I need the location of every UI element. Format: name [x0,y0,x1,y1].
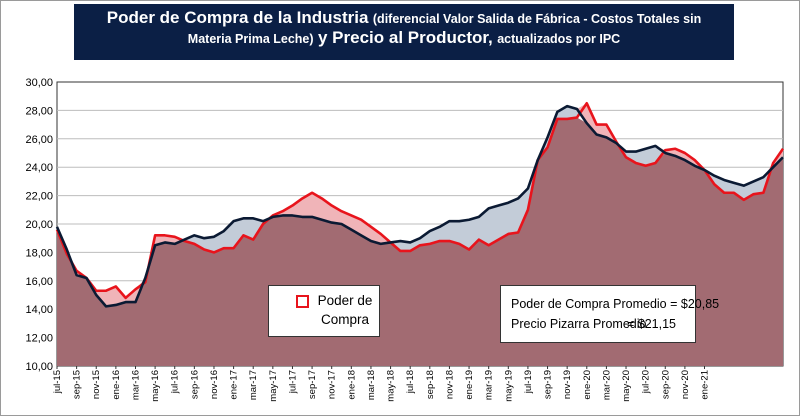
x-tick-label: may-19 [503,370,514,402]
x-tick-label: mar-16 [130,370,141,400]
y-tick-label: 12,00 [25,333,53,345]
y-tick-label: 22,00 [25,191,53,203]
x-tick-label: may-17 [268,370,279,402]
x-tick-label: mar-20 [601,370,612,400]
x-tick-label: sep-17 [307,370,318,399]
y-tick-label: 26,00 [25,134,53,146]
x-tick-label: jul-19 [523,370,534,394]
y-tick-label: 30,00 [25,77,53,89]
x-tick-label: sep-19 [543,370,554,399]
x-tick-label: mar-19 [484,370,495,400]
note-value-poder: $20,85 [680,297,720,311]
y-axis-ticks: 10,00 12,00 14,00 16,00 18,00 20,00 22,00 24,00… [25,77,53,373]
x-tick-label: sep-18 [425,370,436,399]
y-tick-label: 10,00 [25,361,53,373]
legend-swatch-poder-de-compra [296,295,309,308]
x-tick-label: nov-15 [91,370,102,399]
x-tick-label: sep-20 [660,370,671,399]
x-tick-label: jul-20 [641,370,652,394]
x-tick-label: nov-20 [680,370,691,399]
x-tick-label: mar-18 [366,370,377,400]
x-tick-label: may-18 [386,370,397,402]
x-tick-label: ene-17 [229,370,240,400]
x-tick-label: nov-17 [327,370,338,399]
x-axis-ticks: jul-15 sep-15 nov-15 ene-16 mar-16 may-16 jul-… [52,366,711,402]
title-part2: (diferencial Valor Salida de Fábrica - C… [372,12,702,26]
series-line-precio-pizarra [55,104,784,308]
y-tick-label: 28,00 [25,105,53,117]
legend-label: Poder de Compra [317,293,373,327]
x-tick-label: jul-18 [405,370,416,394]
x-tick-label: jul-16 [170,370,181,394]
note-label-poder: Poder de Compra Promedio = [511,297,678,311]
x-tick-label: ene-19 [464,370,475,400]
x-tick-label: ene-21 [700,370,711,400]
x-tick-label: jul-17 [287,370,298,394]
y-tick-label: 14,00 [25,304,53,316]
x-tick-label: mar-17 [248,370,259,400]
legend: Poder de Compra [268,285,380,337]
chart-title: Poder de Compra de la Industria (diferen… [74,4,734,60]
note-row-poder: Poder de Compra Promedio = $20,85 [511,297,719,311]
x-tick-label: ene-16 [111,370,122,400]
x-tick-label: ene-18 [346,370,357,400]
title-part1: Poder de Compra de la Industria [106,8,369,27]
title-part5: actualizados por IPC [497,32,621,46]
y-tick-label: 20,00 [25,219,53,231]
y-tick-label: 18,00 [25,247,53,259]
note-row-pizarra: Precio Pizarra Promedio = $21,15 [511,317,676,331]
series-lines [55,102,785,308]
x-tick-label: sep-15 [72,370,83,399]
x-tick-label: nov-16 [209,370,220,399]
x-tick-label: ene-20 [582,370,593,400]
averages-note: Poder de Compra Promedio = $20,85 Precio… [500,285,719,343]
note-value-pizarra: = $21,15 [627,317,677,331]
y-tick-label: 24,00 [25,162,53,174]
title-part3: Materia Prima Leche) [187,32,314,46]
note-label-pizarra: Precio Pizarra Promedio [511,317,647,331]
y-tick-label: 16,00 [25,276,53,288]
x-tick-label: nov-18 [444,370,455,399]
x-tick-label: sep-16 [189,370,200,399]
series-line-poder-de-compra [55,102,785,300]
title-part4: y Precio al Productor, [318,28,493,47]
x-tick-label: nov-19 [562,370,573,399]
x-tick-label: jul-15 [52,370,63,394]
x-tick-label: may-16 [150,370,161,402]
x-tick-label: may-20 [621,370,632,402]
